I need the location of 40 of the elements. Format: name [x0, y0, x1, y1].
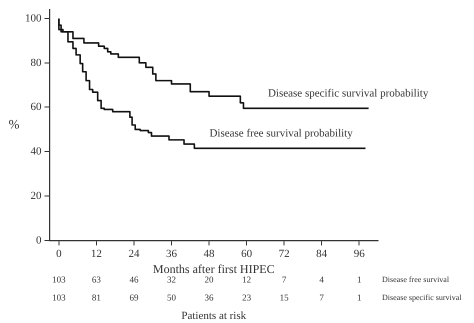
y-axis-title: % [8, 116, 20, 132]
x-tick-label: 96 [354, 248, 366, 260]
text: 69 [129, 292, 139, 302]
y-tick-label: 100 [25, 12, 42, 24]
x-tick-label: 0 [56, 248, 62, 260]
text: 103 [52, 292, 66, 302]
text: 23 [242, 292, 252, 302]
text: 7 [319, 292, 324, 302]
y-tick-label: 20 [30, 190, 42, 202]
text: 4 [319, 274, 324, 284]
series-label: Disease free survival probability [209, 128, 354, 140]
y-tick-label: 60 [30, 101, 42, 114]
text: Patients at risk [181, 310, 247, 322]
text: 103 [52, 274, 66, 284]
x-tick-label: 60 [241, 248, 253, 260]
text: 7 [282, 274, 287, 284]
text: 46 [129, 274, 139, 284]
text: Disease specific survival [382, 293, 462, 302]
text: 32 [167, 274, 176, 284]
text: 20 [204, 274, 214, 284]
y-tick-label: 0 [36, 234, 42, 246]
text: 12 [242, 274, 252, 284]
text: 36 [204, 292, 214, 302]
text: 50 [167, 292, 177, 302]
series-label: Disease specific survival probability [268, 88, 429, 100]
text: 15 [280, 292, 290, 302]
x-axis-title: Months after first HIPEC [152, 262, 275, 276]
text: 81 [92, 292, 101, 302]
y-tick-label: 40 [30, 146, 42, 158]
x-tick-label: 84 [316, 248, 328, 260]
x-tick-label: 36 [166, 248, 178, 260]
text: Disease free survival [382, 275, 450, 284]
text: 63 [92, 274, 102, 284]
y-tick-label: 80 [30, 56, 42, 69]
x-tick-label: 48 [204, 248, 216, 260]
text: 1 [356, 292, 362, 302]
x-tick-label: 12 [90, 248, 102, 260]
x-tick-label: 72 [278, 248, 290, 260]
x-tick-label: 24 [128, 248, 140, 260]
text: 1 [356, 274, 362, 284]
